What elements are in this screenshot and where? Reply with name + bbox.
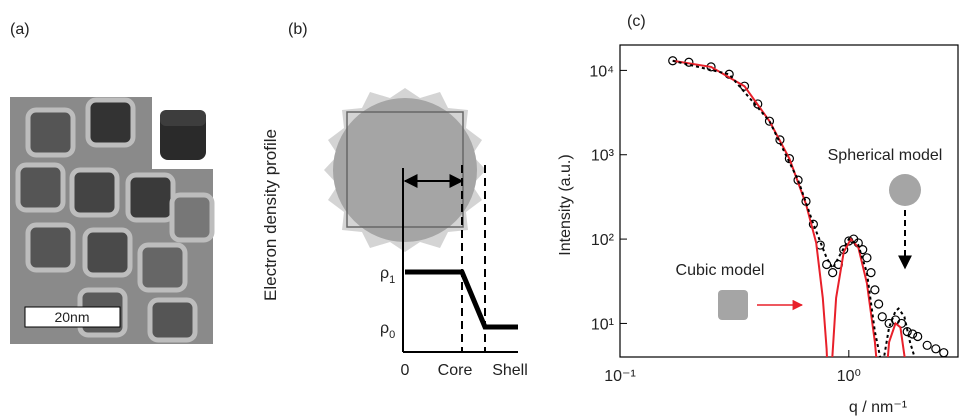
tem-image <box>10 97 215 344</box>
y-tick-label: 10⁴ <box>589 63 614 80</box>
data-point <box>922 340 932 350</box>
x-label: Core <box>438 362 473 379</box>
subscript: 0 <box>389 329 395 341</box>
x-tick-label: 10⁻¹ <box>604 368 636 385</box>
data-point <box>784 153 795 164</box>
x-axis-label: q / nm⁻¹ <box>849 399 907 416</box>
sphere-icon <box>889 174 921 206</box>
annotation: Cubic model <box>676 262 765 279</box>
data-point <box>866 268 876 278</box>
y-axis-label: Electron density profile <box>261 129 280 301</box>
symbol: ρ <box>380 265 389 282</box>
cube-icon <box>718 290 748 320</box>
panel-label: (b) <box>288 21 308 38</box>
data-point <box>931 344 941 354</box>
particle-sketch <box>324 88 518 353</box>
y-tick-label: 10¹ <box>591 316 614 333</box>
symbol: ρ <box>380 320 389 337</box>
data-point <box>764 116 775 126</box>
data-point <box>913 331 923 342</box>
data-point <box>870 285 880 295</box>
data-point <box>902 327 912 337</box>
data-point <box>822 259 832 270</box>
annotation: Spherical model <box>828 147 943 164</box>
data-point <box>877 312 887 322</box>
data-point <box>828 268 838 278</box>
subscript: 1 <box>389 274 395 286</box>
data-point <box>862 253 872 263</box>
model-curve <box>672 59 906 357</box>
panel-label: (c) <box>627 13 646 30</box>
data-point <box>874 299 884 309</box>
x-tick-label: 10⁰ <box>837 368 861 385</box>
y-axis-label: Intensity (a.u.) <box>557 154 574 255</box>
panel-label: (a) <box>10 21 30 38</box>
data-point <box>939 348 949 357</box>
plot-frame <box>619 44 959 358</box>
rho-1: ρ1 <box>380 265 395 286</box>
y-tick-label: 10³ <box>591 148 615 165</box>
data-point <box>908 329 918 339</box>
y-tick-label: 10² <box>591 232 615 249</box>
rho-0: ρ0 <box>380 320 395 341</box>
scale-bar-label: 20nm <box>54 309 89 325</box>
x-label: Shell <box>492 362 528 379</box>
model-curve <box>672 59 916 357</box>
plot-area <box>668 56 949 357</box>
x-label: 0 <box>401 362 410 379</box>
